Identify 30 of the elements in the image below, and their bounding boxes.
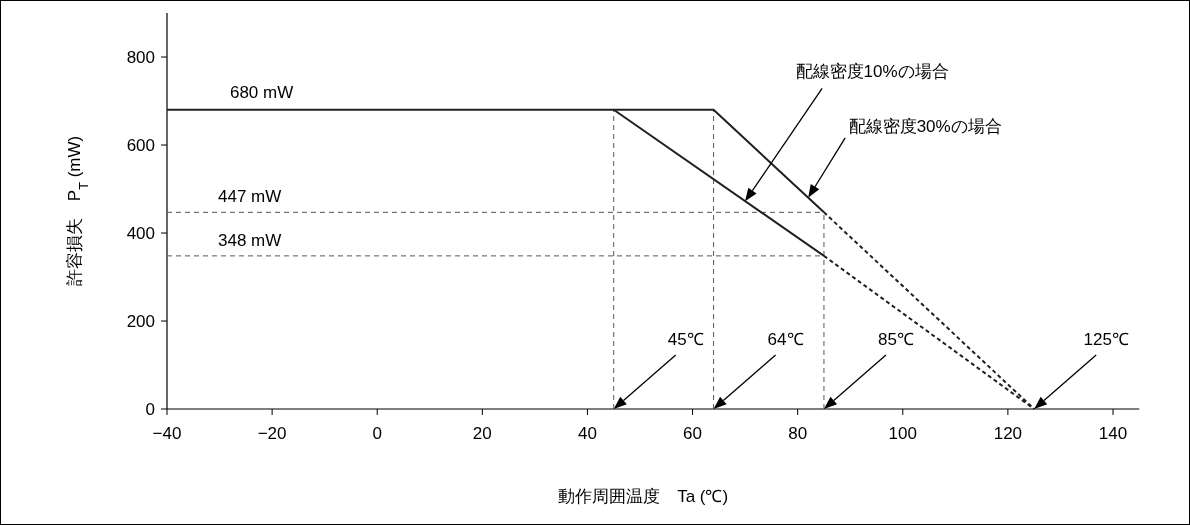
annotation: 45℃: [613, 330, 704, 409]
x-tick-label: −40: [152, 424, 182, 443]
annotation: 配線密度30%の場合: [808, 116, 1002, 198]
x-tick-label: −20: [257, 424, 287, 443]
annotation: 125℃: [1034, 330, 1129, 409]
annotation: 配線密度30%の場合: [848, 116, 1002, 136]
x-tick-label: 0: [372, 424, 382, 443]
x-tick-label: 140: [1098, 424, 1128, 443]
annotation: 125℃: [1083, 330, 1129, 349]
annotation: 64℃: [713, 330, 804, 409]
x-tick-label: 120: [993, 424, 1023, 443]
ref-line-label: 447 mW: [218, 187, 282, 207]
annotation: 45℃: [667, 330, 704, 349]
y-tick-label: 600: [126, 136, 155, 155]
annotation: 配線密度10%の場合: [795, 62, 949, 82]
x-tick-label: 60: [683, 424, 703, 443]
x-tick-label: 40: [577, 424, 597, 443]
annotation: 85℃: [877, 330, 914, 349]
x-tick-label: 20: [472, 424, 492, 443]
x-tick-label: 100: [888, 424, 917, 443]
annotation: 85℃: [823, 330, 914, 409]
x-axis-title: 動作周囲温度 Ta (℃): [558, 487, 729, 506]
annotation: 680 mW: [229, 82, 294, 102]
ref-line-label: 348 mW: [218, 230, 282, 250]
x-tick-label: 80: [788, 424, 808, 443]
annotation: 64℃: [767, 330, 804, 349]
y-tick-label: 0: [145, 400, 155, 419]
y-tick-label: 200: [126, 312, 155, 331]
y-tick-label: 800: [126, 48, 155, 67]
y-tick-label: 400: [126, 224, 155, 243]
